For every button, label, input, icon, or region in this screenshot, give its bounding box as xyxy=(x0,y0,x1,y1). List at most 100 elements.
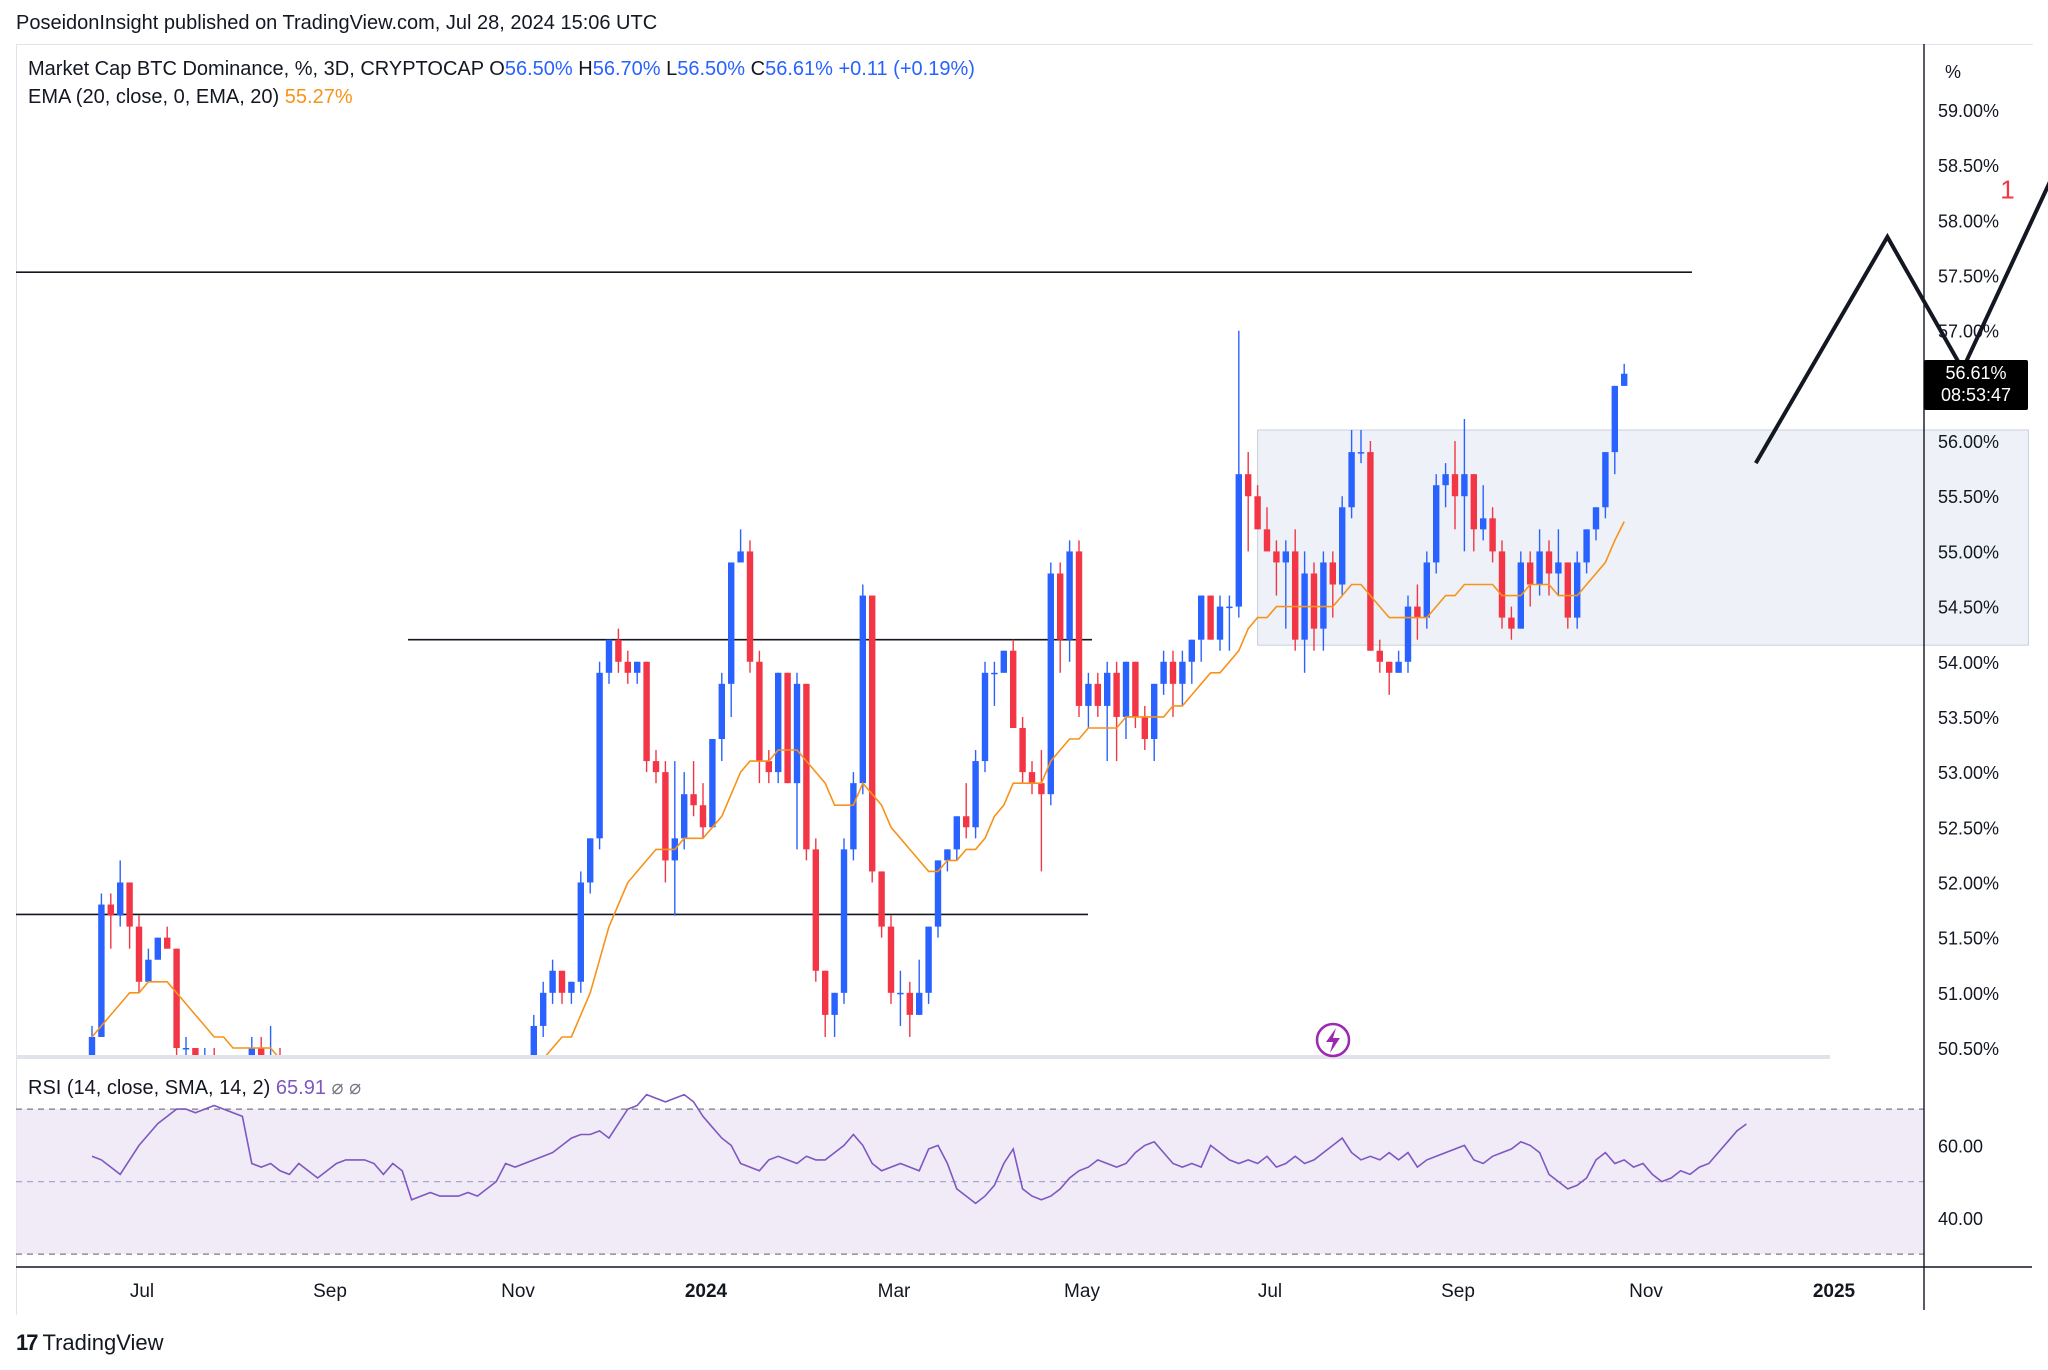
candle-body xyxy=(1574,562,1581,618)
ema-legend[interactable]: EMA (20, close, 0, EMA, 20) 55.27% xyxy=(28,86,353,109)
candle-body xyxy=(277,1059,283,1070)
candle-body xyxy=(1414,606,1421,618)
candle-body xyxy=(408,1070,414,1072)
candle-body xyxy=(1198,595,1205,640)
price-tick-label: 56.00% xyxy=(1938,432,1999,452)
candle-body xyxy=(690,794,697,806)
candle-body xyxy=(296,1070,302,1072)
candle-body xyxy=(605,639,613,673)
candle-body xyxy=(107,904,114,916)
candle-body xyxy=(991,672,998,675)
candle-body xyxy=(549,970,556,993)
candle-body xyxy=(1273,551,1280,563)
candle-body xyxy=(135,926,143,982)
ema-line xyxy=(91,521,1625,1057)
candle-body xyxy=(803,683,810,850)
time-tick-label: 2025 xyxy=(1813,1281,1856,1302)
time-tick-label: Sep xyxy=(313,1281,347,1302)
candle-body xyxy=(963,816,970,828)
candle-body xyxy=(230,1070,236,1072)
candle-body xyxy=(1066,551,1073,640)
candle-body xyxy=(859,595,866,784)
footer-brand[interactable]: 17 TradingView xyxy=(16,1330,164,1356)
candle-body xyxy=(220,1070,226,1072)
candle-body xyxy=(728,562,735,684)
candle-body xyxy=(455,1070,461,1072)
candle-body xyxy=(1329,562,1336,585)
candle-body xyxy=(1480,518,1487,530)
wave-label: 1 xyxy=(2000,174,2014,204)
candle-body xyxy=(1094,683,1101,706)
candle-body xyxy=(1245,474,1252,497)
rsi-legend[interactable]: RSI (14, close, SMA, 14, 2) 65.91 ⌀ ⌀ xyxy=(28,1075,361,1100)
candle-body xyxy=(822,970,829,1015)
candle-body xyxy=(502,1070,508,1072)
change-value: +0.11 (+0.19%) xyxy=(838,58,975,80)
scale-unit-button[interactable]: % xyxy=(1945,62,1962,82)
price-tick-label: 55.00% xyxy=(1938,542,1999,562)
candle-body xyxy=(718,683,725,740)
candle-body xyxy=(126,882,133,927)
candle-body xyxy=(699,805,707,828)
candle-body xyxy=(1216,606,1224,640)
candle-body xyxy=(765,761,772,773)
candle-body xyxy=(1339,507,1346,585)
candle-body xyxy=(634,661,641,673)
consolidation-box xyxy=(1257,429,2029,646)
candle-body xyxy=(1489,518,1496,552)
candle-body xyxy=(840,849,848,993)
candle-body xyxy=(887,926,895,993)
candle-body xyxy=(596,672,603,839)
open-label: O xyxy=(489,58,505,80)
candle-body xyxy=(521,1070,527,1072)
price-tick-label: 58.50% xyxy=(1938,156,1999,176)
open-value: 56.50% xyxy=(504,58,573,80)
candle-body xyxy=(437,1070,443,1072)
last-price-badge: 56.61% 08:53:47 xyxy=(1924,360,2028,410)
candle-body xyxy=(1386,661,1393,673)
candle-body xyxy=(1047,573,1054,795)
candle-body xyxy=(267,1059,273,1061)
candle-body xyxy=(1536,551,1543,585)
high-value: 56.70% xyxy=(592,58,661,80)
candle-body xyxy=(1075,551,1083,706)
candle-body xyxy=(1545,551,1553,574)
candle-body xyxy=(1433,485,1440,563)
candle-body xyxy=(324,1070,330,1072)
publish-line: PoseidonInsight published on TradingView… xyxy=(16,12,658,34)
low-value: 56.50% xyxy=(677,58,746,80)
candle-body xyxy=(897,992,904,995)
candle-body xyxy=(1000,650,1007,673)
candle-body xyxy=(493,1070,499,1072)
candle-body xyxy=(812,849,819,971)
candle-body xyxy=(1564,562,1571,618)
candle-body xyxy=(981,672,989,762)
price-tick-label: 59.00% xyxy=(1938,101,1999,121)
bar-countdown: 08:53:47 xyxy=(1940,385,2012,405)
candle-body xyxy=(1282,551,1289,563)
rsi-tick-label: 60.00 xyxy=(1938,1136,1983,1156)
ema-value: 55.27% xyxy=(284,86,353,108)
candle-body xyxy=(1235,474,1242,607)
candle-body xyxy=(1320,562,1327,629)
candle-body xyxy=(1160,661,1167,684)
candle-body xyxy=(88,1036,96,1057)
time-tick-label: Jul xyxy=(1258,1281,1282,1302)
high-label: H xyxy=(578,58,593,80)
price-tick-label: 58.00% xyxy=(1938,211,1999,231)
lightning-icon[interactable] xyxy=(1315,1022,1351,1058)
price-tick-label: 54.50% xyxy=(1938,598,1999,618)
candle-body xyxy=(737,551,744,563)
candle-body xyxy=(540,992,547,1026)
symbol-legend[interactable]: Market Cap BTC Dominance, %, 3D, CRYPTOC… xyxy=(28,58,975,81)
candle-body xyxy=(371,1070,377,1072)
rsi-layer xyxy=(16,1093,1924,1255)
candle-body xyxy=(1038,783,1045,795)
candle-body xyxy=(1442,474,1449,486)
price-tick-label: 51.50% xyxy=(1938,929,1999,949)
candle-body xyxy=(1527,562,1534,585)
candle-body xyxy=(709,739,716,828)
candle-body xyxy=(305,1070,311,1072)
candle-body xyxy=(98,904,105,1037)
